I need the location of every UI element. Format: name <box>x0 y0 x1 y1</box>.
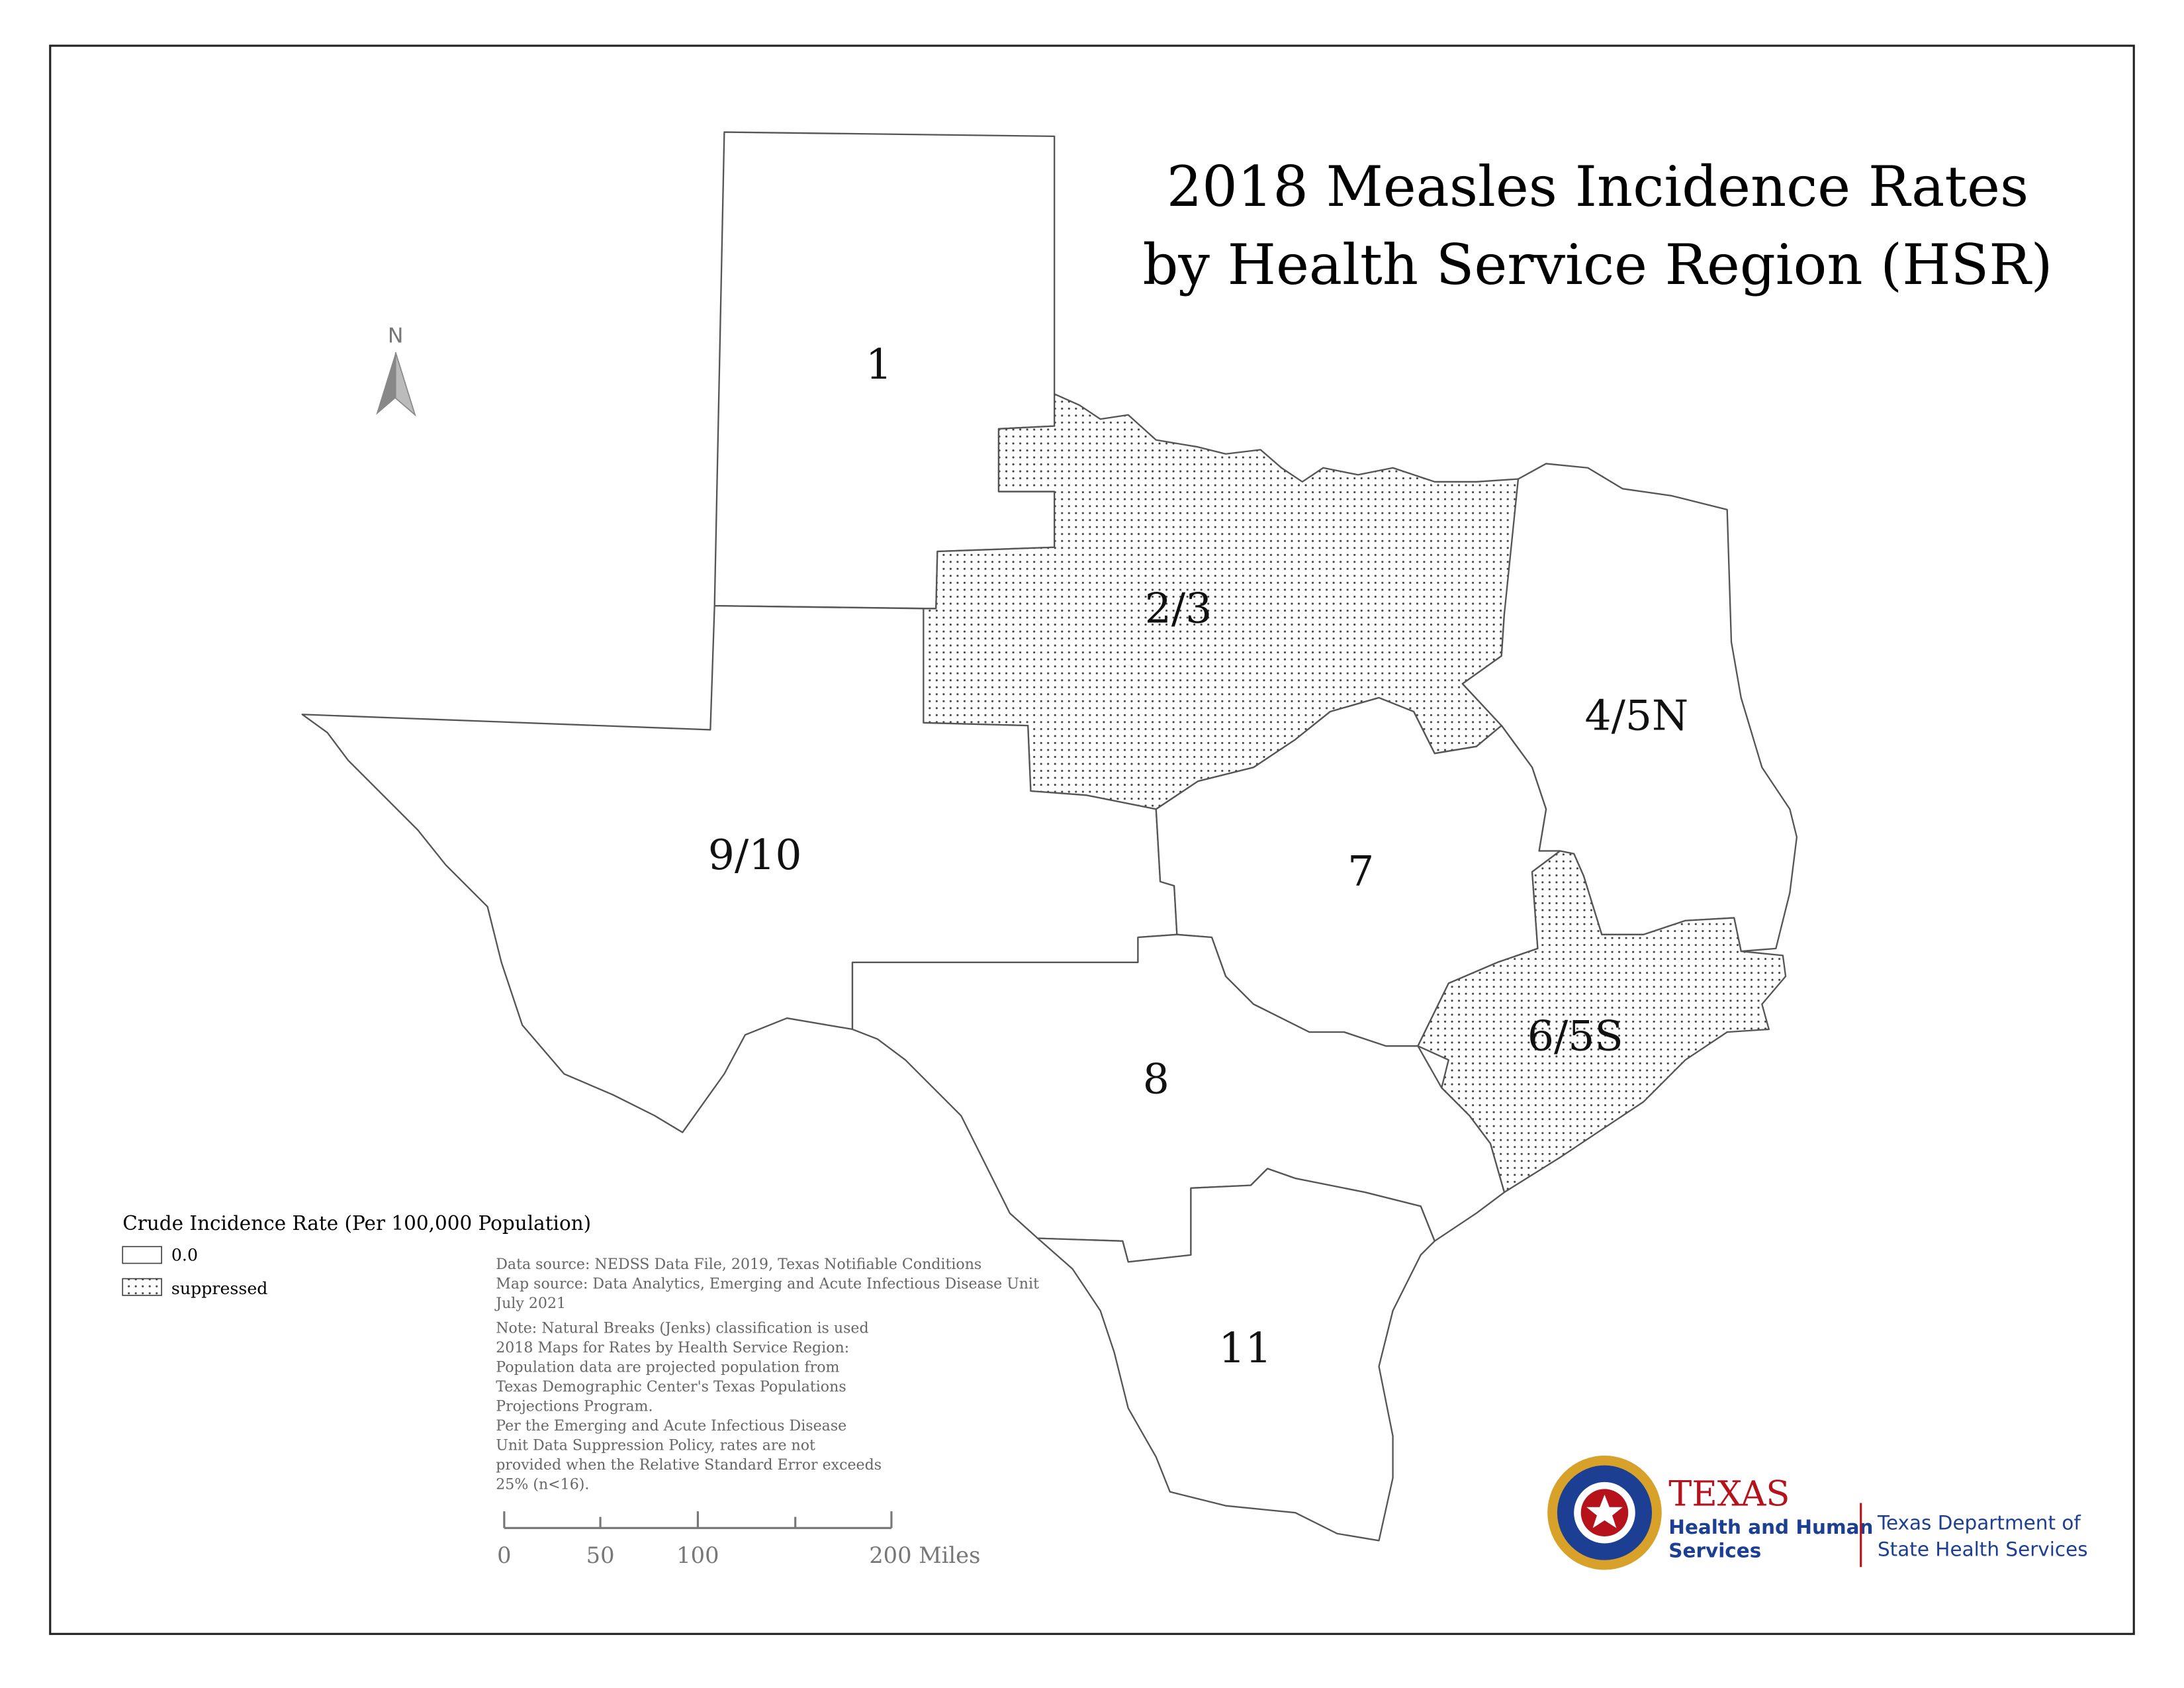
north-arrow: N <box>376 324 416 417</box>
legend-label: 0.0 <box>171 1245 198 1264</box>
note-line: provided when the Relative Standard Erro… <box>496 1456 882 1474</box>
scale-label: 200 Miles <box>869 1542 980 1568</box>
note-line: Per the Emerging and Acute Infectious Di… <box>496 1417 846 1434</box>
legend-title: Crude Incidence Rate (Per 100,000 Popula… <box>122 1212 591 1235</box>
legend-label: suppressed <box>171 1279 268 1298</box>
scale-label: 0 <box>497 1542 511 1568</box>
title-line: 2018 Measles Incidence Rates <box>1167 154 2029 219</box>
logo: TEXAS Health and Human Services Texas De… <box>1547 1455 2088 1570</box>
logo-text: Texas Department of <box>1877 1511 2081 1534</box>
note-line: Unit Data Suppression Policy, rates are … <box>496 1436 815 1454</box>
region-label: 4/5N <box>1584 690 1688 739</box>
region-label: 8 <box>1143 1055 1169 1103</box>
title-line: by Health Service Region (HSR) <box>1142 232 2052 297</box>
region-label: 11 <box>1218 1323 1271 1372</box>
logo-text: TEXAS <box>1668 1474 1790 1515</box>
region <box>1036 1168 1435 1542</box>
note-line: Texas Demographic Center's Texas Populat… <box>496 1378 846 1395</box>
region-label: 1 <box>866 340 892 389</box>
region <box>301 604 1178 1133</box>
logo-text: State Health Services <box>1878 1538 2088 1560</box>
scale-label: 50 <box>586 1542 615 1568</box>
region <box>1417 850 1787 1194</box>
region-label: 6/5S <box>1527 1011 1623 1060</box>
scale-bar <box>503 1511 893 1529</box>
regions: 1 2/3 9/10 4/5N 7 6/5S 8 11 <box>301 131 1798 1542</box>
region-label: 7 <box>1347 847 1374 896</box>
notes: Data source: NEDSS Data File, 2019, Texa… <box>494 1256 1039 1493</box>
note-line: 2018 Maps for Rates by Health Service Re… <box>496 1339 849 1356</box>
legend-swatch <box>122 1246 162 1264</box>
legend: Crude Incidence Rate (Per 100,000 Popula… <box>122 1212 591 1298</box>
note-line: Note: Natural Breaks (Jenks) classificat… <box>496 1320 868 1337</box>
scale-label: 100 <box>676 1542 719 1568</box>
note-line: Projections Program. <box>496 1398 653 1415</box>
note-line: Map source: Data Analytics, Emerging and… <box>496 1275 1039 1292</box>
logo-text: Services <box>1668 1540 1761 1562</box>
note-line: Population data are projected population… <box>496 1359 839 1376</box>
note-line: 25% (n<16). <box>496 1476 589 1493</box>
logo-text: Health and Human <box>1668 1516 1873 1538</box>
note-line: Data source: NEDSS Data File, 2019, Texa… <box>496 1256 981 1273</box>
note-line: July 2021 <box>494 1295 566 1312</box>
region-label: 9/10 <box>708 830 802 879</box>
north-label: N <box>388 324 404 348</box>
legend-swatch <box>122 1278 162 1296</box>
region-label: 2/3 <box>1145 583 1212 632</box>
